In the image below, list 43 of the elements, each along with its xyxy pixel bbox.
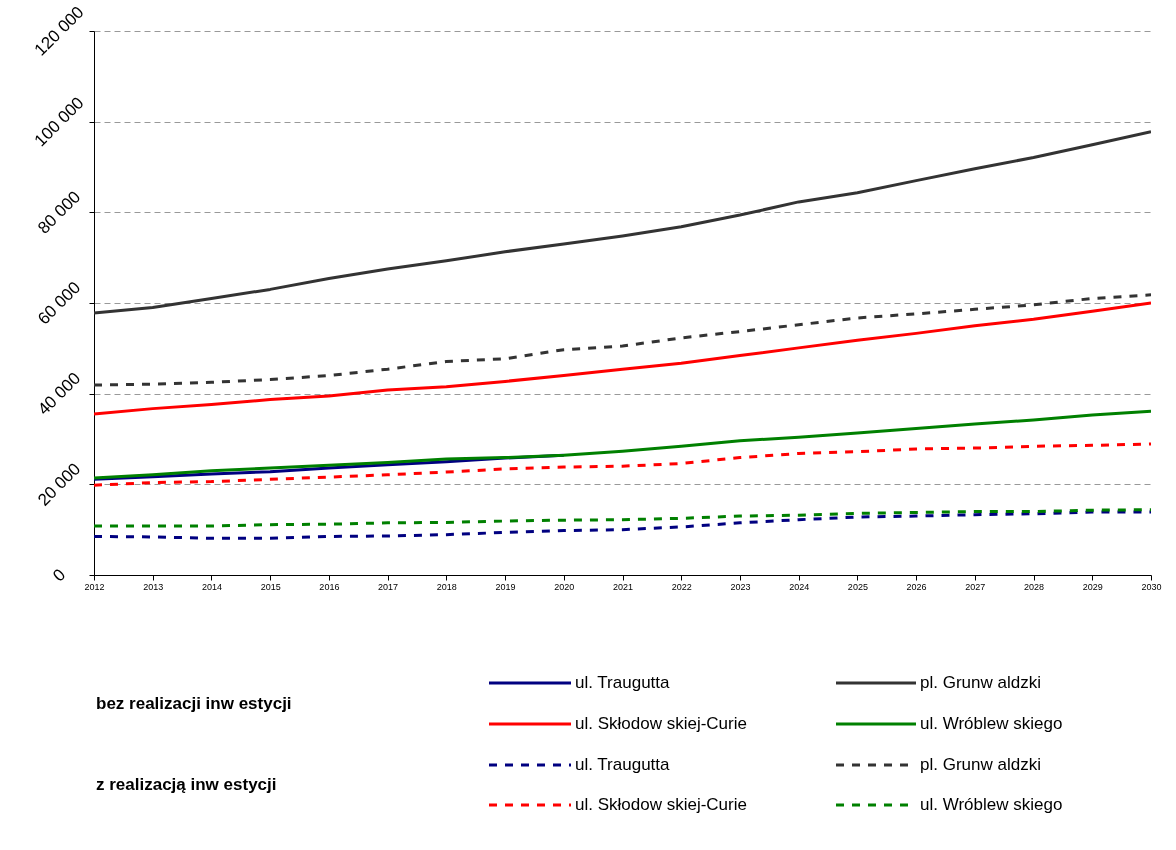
line-series bbox=[94, 301, 1151, 416]
x-tick-label: 2017 bbox=[378, 581, 399, 592]
y-tick-label: 20 000 bbox=[34, 459, 85, 510]
line-series bbox=[94, 130, 1151, 315]
legend-label: ul. Skłodow skiej-Curie bbox=[575, 714, 747, 733]
y-tick-label: 100 000 bbox=[30, 93, 88, 151]
text: bez realizacji inw estycji bbox=[96, 693, 292, 713]
x-tick-label: 2028 bbox=[1024, 581, 1045, 592]
x-tick-label: 2025 bbox=[847, 581, 868, 592]
line-series bbox=[94, 510, 1151, 540]
x-tick-label: 2012 bbox=[84, 581, 105, 592]
x-tick-label: 2021 bbox=[612, 581, 634, 592]
y-tick-label: 80 000 bbox=[34, 187, 85, 238]
legend-label: ul. Traugutta bbox=[575, 755, 671, 774]
x-tick-label: 2015 bbox=[260, 581, 281, 592]
x-tick-label: 2026 bbox=[906, 581, 927, 592]
line-series bbox=[94, 508, 1151, 528]
x-tick-label: 2020 bbox=[554, 581, 575, 592]
legend-label: pl. Grunw aldzki bbox=[920, 755, 1041, 774]
x-tick-label: 2022 bbox=[671, 581, 692, 592]
x-tick-label: 2014 bbox=[201, 581, 222, 592]
text: z realizacją inw estycji bbox=[96, 775, 277, 794]
legend-label: pl. Grunw aldzki bbox=[920, 673, 1041, 692]
x-tick-label: 2013 bbox=[143, 581, 164, 592]
y-tick-label: 60 000 bbox=[34, 278, 85, 329]
y-tick-label: 40 000 bbox=[34, 368, 85, 419]
x-tick-label: 2024 bbox=[789, 581, 810, 592]
line-series bbox=[94, 442, 1151, 487]
legend-label: ul. Wróblew skiego bbox=[920, 795, 1063, 814]
line-series bbox=[94, 409, 1151, 480]
x-tick-label: 2019 bbox=[495, 581, 516, 592]
x-tick-label: 2018 bbox=[436, 581, 457, 592]
x-tick-label: 2029 bbox=[1082, 581, 1103, 592]
legend-label: ul. Skłodow skiej-Curie bbox=[575, 795, 747, 814]
y-tick-label: 0 bbox=[49, 565, 70, 586]
line-series bbox=[94, 293, 1151, 387]
x-tick-label: 2027 bbox=[965, 581, 986, 592]
legend-label: ul. Traugutta bbox=[575, 673, 671, 692]
x-tick-label: 2030 bbox=[1141, 581, 1162, 592]
legend-label: ul. Wróblew skiego bbox=[920, 714, 1063, 733]
x-tick-label: 2023 bbox=[730, 581, 751, 592]
y-tick-label: 120 000 bbox=[30, 2, 88, 60]
x-tick-label: 2016 bbox=[319, 581, 340, 592]
